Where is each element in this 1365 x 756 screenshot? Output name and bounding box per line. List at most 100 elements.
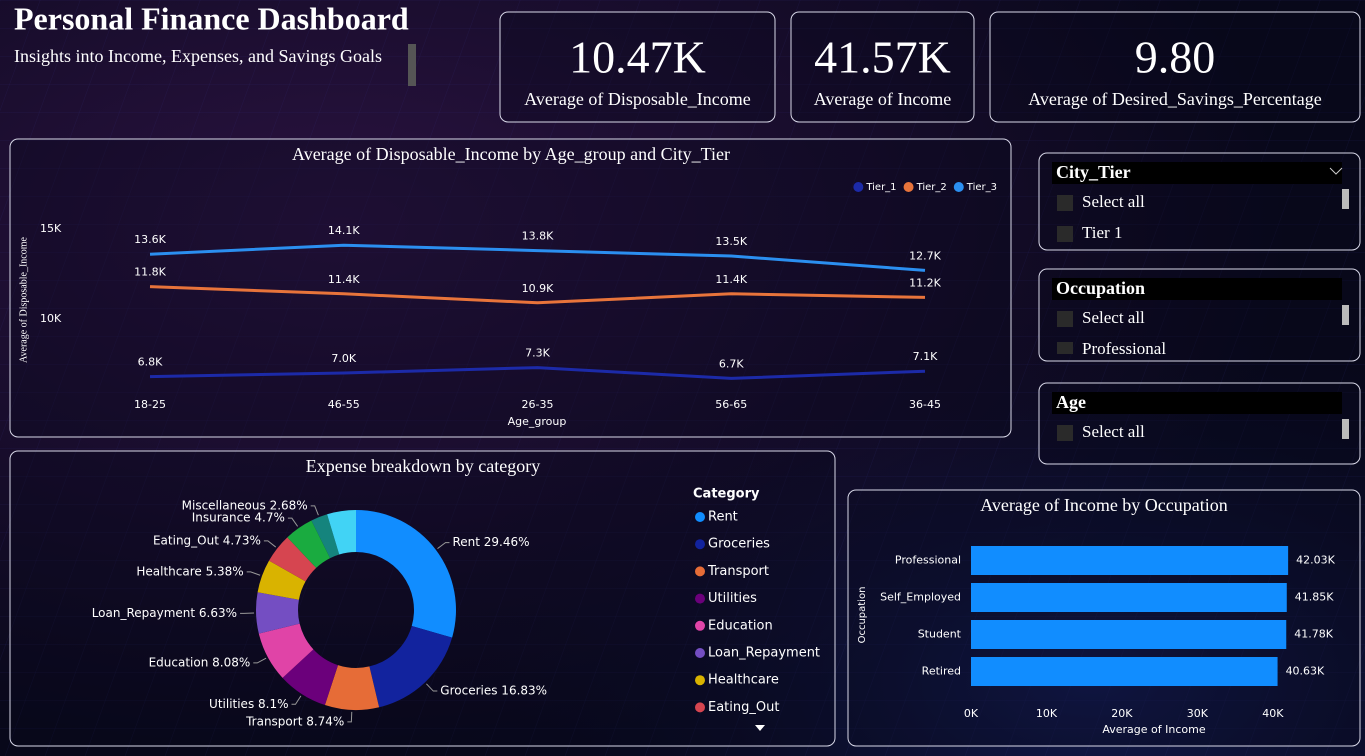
slicer-header (1052, 392, 1342, 414)
x-axis-label: Age_group (508, 415, 567, 428)
slicer-chevron (1329, 167, 1343, 175)
legend-label: Groceries (708, 537, 770, 552)
page-subtitle: Insights into Income, Expenses, and Savi… (14, 46, 382, 66)
slicer-checkbox[interactable] (1057, 195, 1073, 211)
donut-slice (258, 623, 314, 678)
legend-label: Loan_Repayment (708, 646, 820, 661)
legend-marker (695, 539, 705, 550)
slicer-checkbox[interactable] (1057, 311, 1073, 327)
kpi-value: 9.80 (1135, 32, 1216, 83)
slicer-scrollbar (1342, 189, 1349, 209)
donut-slice (257, 560, 306, 600)
legend-label: Transport (707, 564, 769, 579)
data-label: 41.78K (1294, 628, 1333, 641)
y-tick-label: Retired (922, 665, 961, 678)
y-tick-label: Student (918, 628, 962, 641)
legend-marker (695, 675, 705, 686)
x-tick-label: 40K (1262, 707, 1284, 720)
bar (971, 620, 1287, 649)
leader-line (246, 571, 261, 576)
legend-label: Eating_Out (708, 700, 779, 715)
x-axis-label: Average of Income (1102, 723, 1205, 736)
donut-slice (282, 649, 338, 706)
line-series (149, 243, 926, 272)
kpi-label: Average of Income (814, 89, 952, 109)
slicer-checkbox[interactable] (1057, 342, 1073, 358)
slicer-item[interactable]: Select all (1082, 192, 1145, 211)
donut-slice (311, 514, 340, 559)
donut-slice (269, 537, 317, 582)
data-label: 11.2K (909, 276, 941, 289)
x-tick-label: 20K (1111, 707, 1133, 720)
kpi-card (790, 11, 975, 123)
slicer-item[interactable]: Tier 1 (1082, 223, 1122, 242)
leader-line (291, 695, 302, 705)
slicer-checkbox[interactable] (1057, 226, 1073, 242)
slicer: City_Tier Select all Tier 1 (1052, 162, 1349, 242)
slicer-item[interactable]: Select all (1082, 422, 1145, 441)
donut-slice (256, 592, 300, 634)
x-tick-label: 46-55 (328, 398, 360, 411)
bar (971, 546, 1289, 575)
donut-slice (356, 510, 457, 638)
legend-label: Utilities (708, 591, 757, 606)
line-series (149, 366, 926, 380)
chart-title: Expense breakdown by category (306, 456, 540, 476)
kpi-label: Average of Disposable_Income (524, 89, 751, 109)
kpi-value: 41.57K (814, 32, 951, 83)
data-label: 7.0K (331, 352, 356, 365)
data-label: 6.7K (719, 357, 744, 370)
slicer-title: Occupation (1056, 278, 1145, 298)
y-tick-label: Professional (895, 554, 961, 567)
data-label: 11.4K (328, 273, 360, 286)
legend-label: Healthcare (708, 673, 779, 688)
legend-label: Tier_3 (966, 182, 997, 193)
page-title: Personal Finance Dashboard (14, 0, 409, 36)
legend-marker (695, 620, 705, 631)
chart-title: Average of Disposable_Income by Age_grou… (292, 144, 730, 164)
data-label: 14.1K (328, 224, 360, 237)
y-axis-label: Average of Disposable_Income (18, 237, 29, 363)
data-label: 6.8K (138, 356, 163, 369)
data-label: 42.03K (1296, 554, 1335, 567)
kpi-card (499, 11, 776, 123)
slicer-title: Age (1056, 392, 1086, 412)
slicer: Occupation Select all Professional (1052, 278, 1349, 358)
legend-marker (903, 182, 914, 192)
legend-marker (953, 182, 964, 192)
slicer-header (1052, 162, 1342, 184)
legend-label: Education (708, 618, 773, 633)
data-label: 7.3K (525, 347, 550, 360)
data-label: Utilities 8.1% (209, 697, 288, 711)
data-label: Healthcare 5.38% (136, 564, 243, 578)
data-label: 10.9K (522, 282, 554, 295)
kpi-label: Average of Desired_Savings_Percentage (1028, 89, 1322, 109)
data-label: Insurance 4.7% (192, 511, 285, 525)
slicer-checkbox[interactable] (1057, 425, 1073, 441)
x-tick-label: 10K (1036, 707, 1058, 720)
legend-label: Tier_1 (865, 182, 896, 193)
chart-title: Average of Income by Occupation (980, 495, 1228, 515)
y-tick-label: 10K (40, 312, 62, 325)
y-axis-label: Occupation (857, 587, 868, 644)
data-label: 41.85K (1295, 591, 1334, 604)
donut-slice (369, 626, 453, 708)
data-label: 11.4K (715, 273, 747, 286)
slicer-scrollbar (1342, 305, 1349, 325)
slicer-item[interactable]: Professional (1082, 339, 1166, 358)
slicer-header (1052, 278, 1342, 300)
data-label: Groceries 16.83% (440, 684, 547, 698)
line-panel (9, 138, 1012, 438)
leader-line (437, 542, 450, 550)
data-label: Education 8.08% (149, 655, 251, 669)
legend-marker (695, 648, 705, 658)
leader-line (253, 657, 267, 664)
slicer-item[interactable]: Select all (1082, 308, 1145, 327)
donut-slice (327, 510, 356, 555)
legend-scroll[interactable] (755, 725, 765, 731)
legend-marker (853, 182, 864, 192)
data-label: Eating_Out 4.73% (153, 533, 261, 547)
data-label: 12.7K (909, 249, 941, 262)
slicer-scrollbar (1342, 419, 1349, 439)
